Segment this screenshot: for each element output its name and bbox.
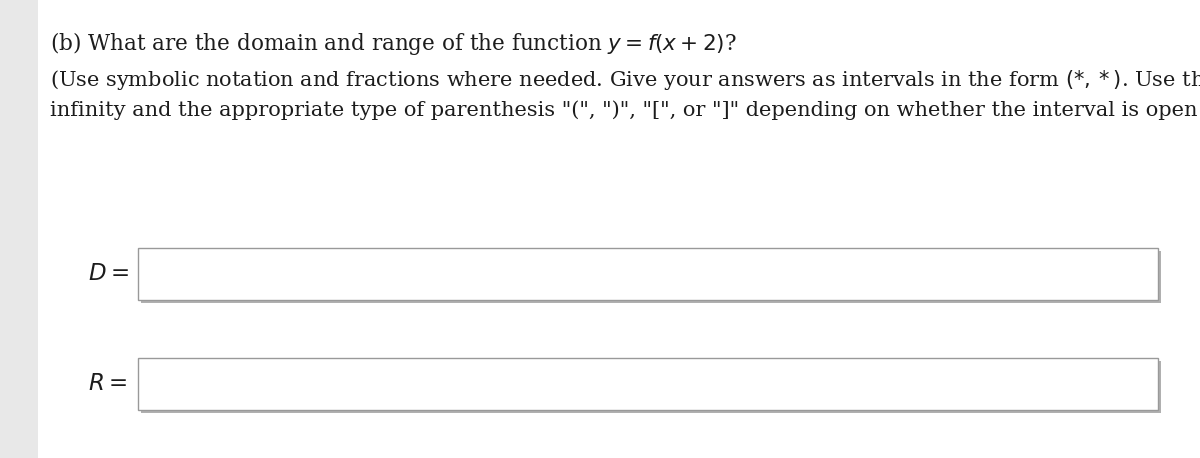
- Bar: [142, 251, 1162, 303]
- Text: $D =$: $D =$: [88, 263, 128, 285]
- Text: (Use symbolic notation and fractions where needed. Give your answers as interval: (Use symbolic notation and fractions whe…: [50, 68, 1200, 92]
- Bar: [138, 358, 1158, 410]
- Bar: [142, 361, 1162, 413]
- Text: $R =$: $R =$: [88, 373, 127, 395]
- Text: (b) What are the domain and range of the function $y = f(x + 2)$?: (b) What are the domain and range of the…: [50, 30, 737, 57]
- Bar: [138, 248, 1158, 300]
- Bar: [0, 0, 38, 458]
- Text: infinity and the appropriate type of parenthesis "(", ")", "[", or "]" depending: infinity and the appropriate type of par…: [50, 100, 1200, 120]
